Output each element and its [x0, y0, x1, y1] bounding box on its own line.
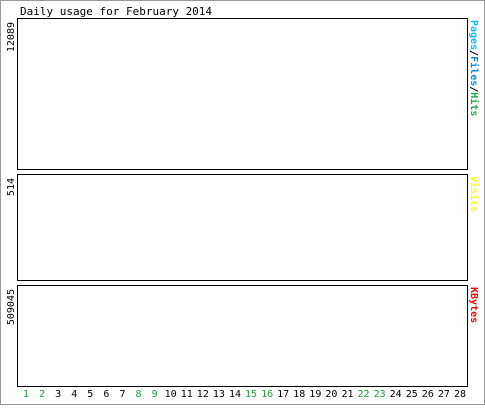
legend-part-visits-0: Visits: [468, 176, 480, 212]
day-label-19: 19: [309, 389, 321, 400]
panel-pages-files-hits: 12089 Pages/Files/Hits: [6, 18, 480, 170]
day-label-18: 18: [293, 389, 305, 400]
day-label-10: 10: [165, 389, 177, 400]
legend-part-pages-files-hits-4: Hits: [468, 92, 480, 116]
day-label-4: 4: [71, 389, 77, 400]
day-label-5: 5: [87, 389, 93, 400]
day-label-7: 7: [119, 389, 125, 400]
panel-frame-pages-files-hits: [17, 18, 468, 170]
legend-part-kbytes-0: KBytes: [468, 287, 479, 323]
panel-frame-kbytes: [17, 285, 468, 387]
panel-visits: 514 Visits: [6, 174, 480, 281]
day-label-3: 3: [55, 389, 61, 400]
day-label-6: 6: [103, 389, 109, 400]
day-label-13: 13: [213, 389, 225, 400]
legend-part-pages-files-hits-3: /: [468, 86, 479, 92]
day-label-15: 15: [245, 389, 257, 400]
day-label-14: 14: [229, 389, 241, 400]
legend-kbytes: KBytes: [468, 287, 479, 323]
legend-part-pages-files-hits-1: /: [468, 50, 479, 56]
day-label-22: 22: [358, 389, 370, 400]
day-label-9: 9: [152, 389, 158, 400]
day-label-11: 11: [181, 389, 193, 400]
day-label-16: 16: [261, 389, 273, 400]
day-label-12: 12: [197, 389, 209, 400]
day-label-25: 25: [406, 389, 418, 400]
day-label-28: 28: [454, 389, 466, 400]
day-label-26: 26: [422, 389, 434, 400]
day-label-27: 27: [438, 389, 450, 400]
panel-kbytes: 509045 KBytes: [6, 285, 479, 387]
day-label-20: 20: [325, 389, 337, 400]
legend-visits: Visits: [468, 176, 480, 212]
legend-pages-files-hits: Pages/Files/Hits: [468, 20, 480, 116]
day-label-17: 17: [277, 389, 289, 400]
legend-part-pages-files-hits-0: Pages: [468, 20, 479, 50]
day-label-2: 2: [39, 389, 45, 400]
ymax-label-pages-files-hits: 12089: [6, 22, 17, 52]
chart-title: Daily usage for February 2014: [20, 5, 212, 18]
panel-frame-visits: [17, 174, 468, 281]
ymax-label-kbytes: 509045: [6, 289, 17, 325]
day-label-24: 24: [390, 389, 402, 400]
day-label-21: 21: [341, 389, 353, 400]
day-label-23: 23: [374, 389, 386, 400]
day-label-8: 8: [136, 389, 142, 400]
day-label-1: 1: [23, 389, 29, 400]
legend-part-pages-files-hits-2: Files: [468, 56, 480, 86]
ymax-label-visits: 514: [6, 178, 17, 196]
